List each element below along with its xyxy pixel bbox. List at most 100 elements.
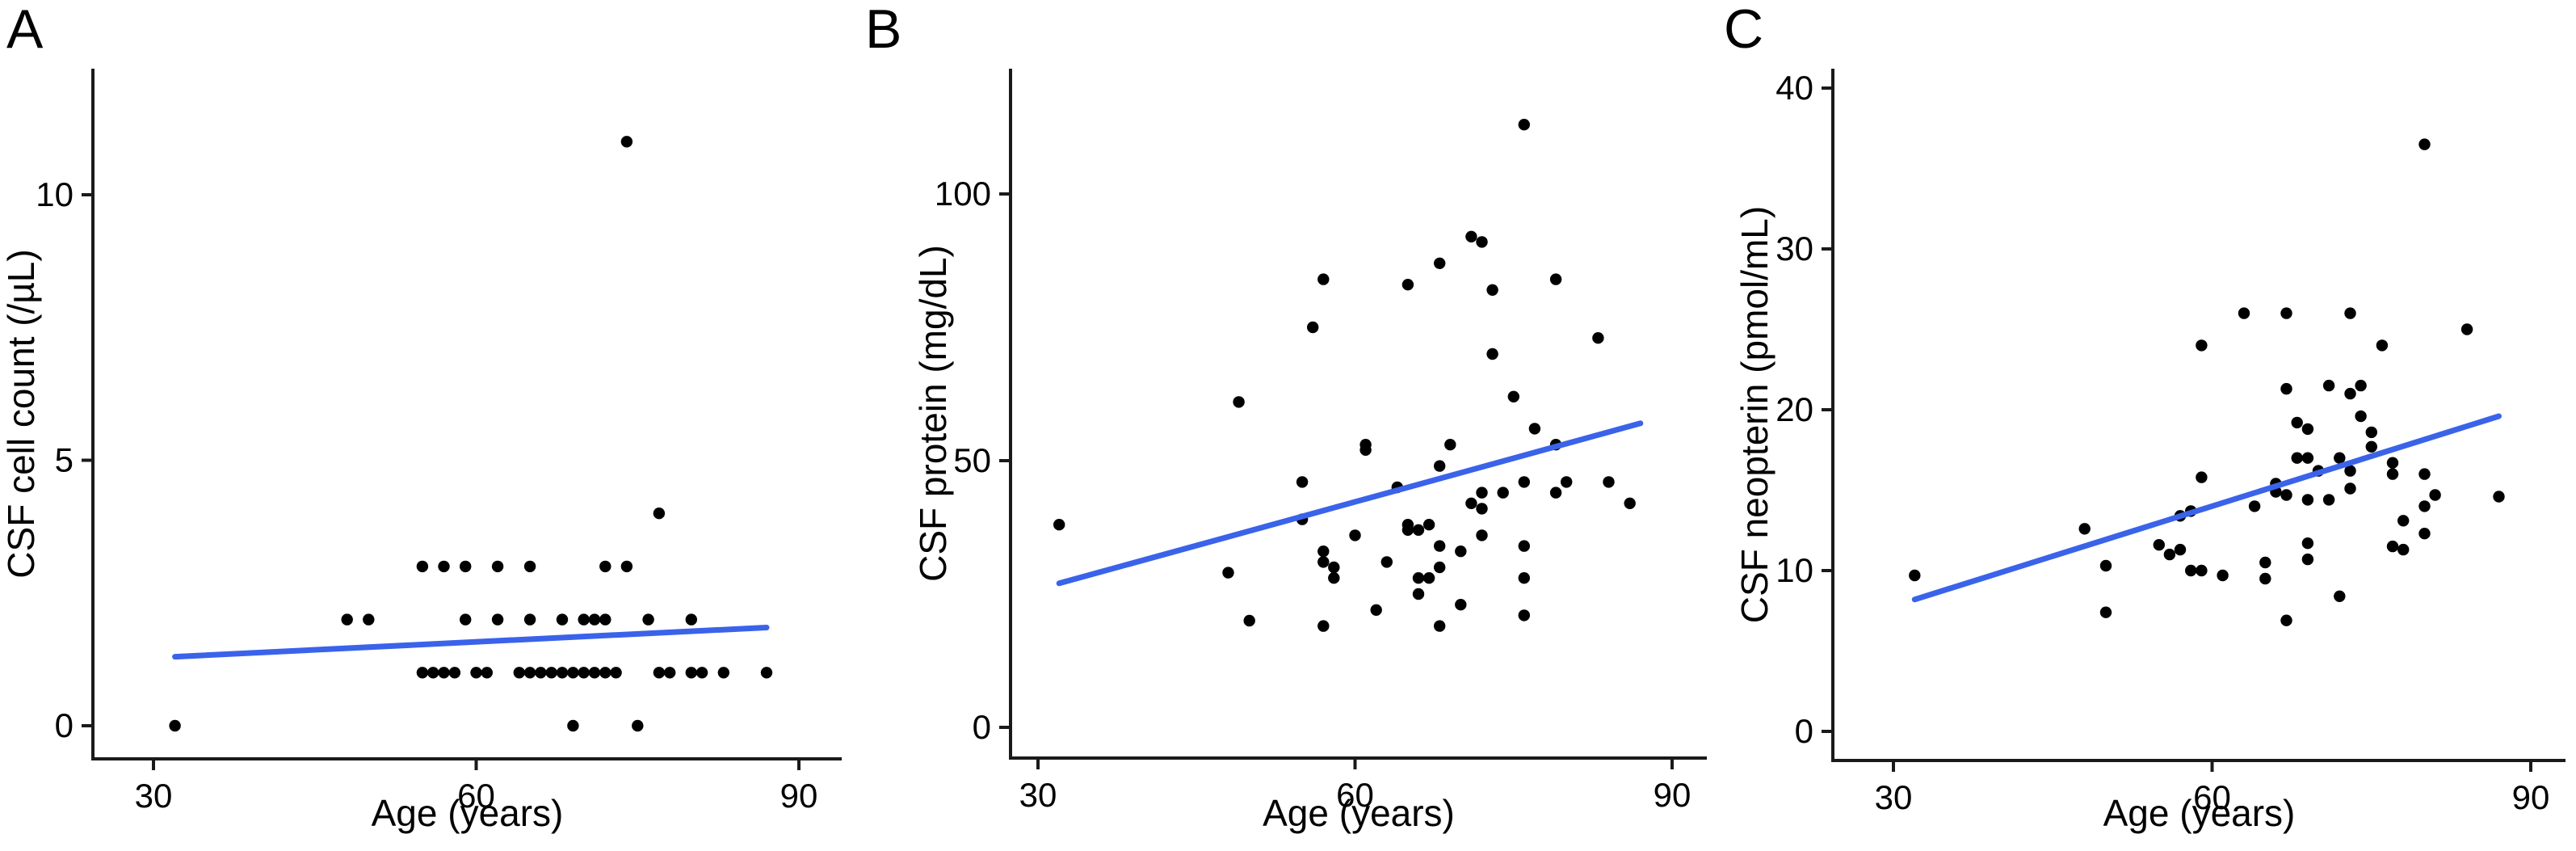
data-point — [2196, 471, 2208, 483]
data-point — [438, 560, 450, 573]
data-point — [1444, 439, 1456, 451]
data-point — [620, 560, 633, 573]
x-tick-label: 90 — [780, 777, 818, 815]
data-point — [535, 667, 547, 679]
data-point — [556, 613, 569, 626]
y-tick-label: 40 — [1775, 69, 1813, 107]
data-point — [1434, 620, 1446, 632]
y-tick-label: 0 — [973, 708, 991, 746]
data-point — [1434, 257, 1446, 269]
data-point — [523, 560, 536, 573]
data-point — [2418, 528, 2431, 540]
data-point — [1412, 524, 1425, 536]
data-point — [2259, 572, 2271, 585]
data-point — [1549, 487, 1562, 499]
y-tick-label: 20 — [1775, 390, 1813, 428]
data-point — [1317, 546, 1330, 558]
panel-c: C 30 60 90 0 10 20 30 40 Age (years) CSF neopteri… — [1717, 0, 2576, 851]
y-axis-title: CSF neopterin (pmol/mL) — [1733, 206, 1775, 623]
data-point — [1401, 524, 1414, 536]
data-point — [2344, 307, 2356, 319]
data-point — [2196, 339, 2208, 352]
data-point — [653, 667, 666, 679]
data-point — [2334, 452, 2346, 464]
data-point — [1455, 599, 1467, 611]
data-point — [427, 667, 439, 679]
data-point — [1233, 396, 1245, 408]
panel-b: B 30 60 90 0 50 100 Age (years) CSF protein (mg… — [859, 0, 1717, 851]
data-point — [1497, 487, 1509, 499]
data-point — [1349, 529, 1361, 541]
data-point — [2365, 440, 2377, 453]
data-point — [1486, 284, 1498, 296]
y-tick-label: 0 — [1795, 712, 1813, 750]
data-point — [1592, 332, 1604, 344]
data-point — [1518, 119, 1530, 131]
data-point — [2365, 426, 2377, 439]
x-tick-label: 90 — [2512, 778, 2550, 816]
data-point — [1603, 476, 1615, 488]
y-tick-label: 10 — [36, 175, 74, 213]
x-axis-title: Age (years) — [1263, 792, 1455, 834]
data-point — [2322, 379, 2335, 392]
data-point — [717, 667, 729, 679]
y-tick-label: 50 — [953, 441, 991, 479]
data-point — [448, 667, 461, 679]
x-axis-title: Age (years) — [2103, 792, 2296, 834]
x-tick-label: 30 — [1875, 778, 1913, 816]
data-point — [1465, 230, 1477, 242]
data-point — [2493, 491, 2505, 503]
panel-b-svg: 30 60 90 0 50 100 Age (years) CSF protein (mg/d… — [912, 69, 1707, 834]
data-point — [460, 613, 472, 626]
data-point — [2322, 494, 2335, 506]
data-point — [2174, 543, 2187, 556]
x-tick-label: 30 — [135, 777, 173, 815]
data-point — [599, 613, 611, 626]
data-point — [2238, 307, 2250, 319]
data-point — [363, 613, 375, 626]
data-point — [588, 667, 601, 679]
data-point — [2386, 468, 2399, 480]
trend-line — [1056, 420, 1644, 587]
panel-a-svg: 30 60 90 0 5 10 Age (years) CSF cell count (/µL… — [0, 69, 842, 834]
data-point — [523, 667, 536, 679]
data-point — [1909, 569, 1921, 582]
data-point — [578, 667, 590, 679]
y-tick-label: 10 — [1775, 551, 1813, 589]
panel-c-label: C — [1724, 0, 1764, 60]
data-point — [1328, 561, 1340, 574]
data-point — [1307, 321, 1319, 334]
x-tick-label: 60 — [457, 777, 495, 815]
x-axis-title: Age (years) — [372, 792, 564, 834]
data-point — [2418, 138, 2431, 150]
data-point — [567, 667, 579, 679]
trend-line — [172, 625, 770, 660]
data-point — [2376, 339, 2389, 352]
data-point — [1422, 519, 1435, 531]
data-point — [620, 136, 633, 148]
data-point — [470, 667, 482, 679]
data-point — [416, 560, 429, 573]
data-point — [491, 613, 504, 626]
data-point — [1476, 487, 1488, 499]
data-point — [1434, 460, 1446, 472]
data-point — [1412, 588, 1425, 600]
data-point — [2301, 553, 2314, 566]
data-point — [1422, 572, 1435, 584]
data-point — [599, 560, 611, 573]
data-point — [1053, 519, 1065, 531]
data-point — [2099, 606, 2112, 618]
data-point — [2248, 500, 2261, 512]
data-point — [1317, 556, 1330, 568]
trend-line — [1911, 413, 2502, 603]
data-point — [1561, 476, 1573, 488]
data-point — [1401, 279, 1414, 291]
panel-a: A 30 60 90 0 5 10 Age (years) CSF cell count (/… — [0, 0, 859, 851]
data-point — [2301, 452, 2314, 464]
data-point — [642, 613, 654, 626]
data-point — [2078, 523, 2091, 535]
x-tick-label: 60 — [1336, 776, 1374, 814]
data-point — [2291, 452, 2303, 464]
data-point — [2301, 494, 2314, 506]
